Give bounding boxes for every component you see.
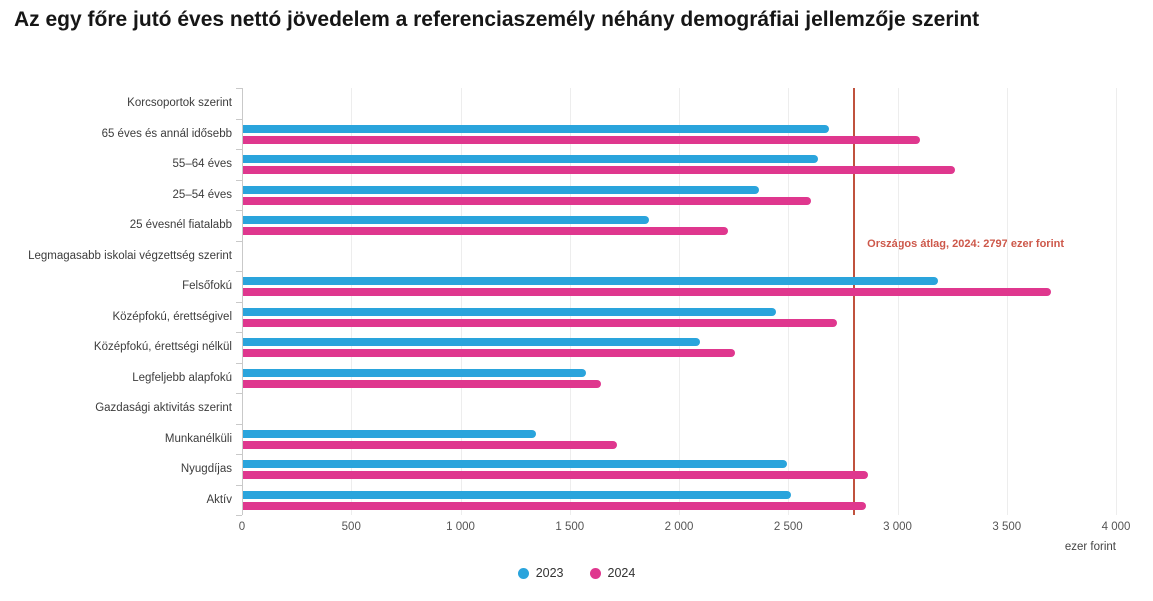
y-axis-tick: [236, 485, 242, 486]
x-tick-label-2500: 2 500: [773, 521, 803, 533]
gridline-1500: [569, 88, 571, 515]
bar-2024: [243, 471, 868, 479]
y-axis-tick: [236, 88, 242, 89]
category-label: Aktív: [206, 493, 232, 506]
x-tick-label-0: 0: [238, 521, 246, 533]
bar-2024: [243, 135, 921, 144]
chart-title: Az egy főre jutó éves nettó jövedelem a …: [14, 8, 980, 31]
x-tick-label-1000: 1 000: [446, 521, 475, 533]
category-label: Felsőfokú: [182, 280, 232, 292]
gridline-3500: [1006, 88, 1008, 515]
category-label: Középfokú, érettségi nélkül: [93, 341, 232, 353]
y-axis-tick: [236, 119, 242, 120]
x-tick-label-500: 500: [341, 521, 361, 533]
group-header-label: Korcsoportok szerint: [127, 97, 232, 109]
legend-label-2023: 2023: [535, 566, 564, 580]
category-label: 65 éves és annál idősebb: [101, 127, 232, 140]
bar-2024: [243, 166, 956, 174]
gridline-3000: [897, 88, 899, 515]
y-axis-tick: [236, 454, 242, 455]
bar-2023: [243, 429, 536, 438]
bar-2023: [243, 155, 818, 163]
bar-2024: [243, 501, 866, 510]
legend-item-2024[interactable]: 2024: [589, 566, 636, 580]
bar-2024: [243, 196, 812, 205]
plot-area: Országos átlag, 2024: 2797 ezer forint: [236, 88, 1117, 516]
legend-dot-2023: [517, 567, 529, 579]
gridline-1000: [460, 88, 462, 515]
category-label: 25 évesnél fiatalabb: [129, 219, 232, 231]
bar-2023: [243, 124, 829, 133]
bar-2023: [243, 368, 587, 377]
y-axis-tick: [236, 363, 242, 364]
x-axis-unit-label: ezer forint: [1064, 541, 1116, 553]
bar-2024: [243, 227, 729, 235]
reference-line: [853, 88, 856, 515]
x-tick-label-2000: 2 000: [664, 521, 694, 533]
bar-2024: [243, 440, 617, 449]
gridline-500: [351, 88, 353, 515]
category-label: Legfeljebb alapfokú: [132, 371, 232, 384]
bar-2023: [243, 460, 788, 468]
legend-dot-2024: [589, 567, 601, 579]
y-axis-tick: [236, 424, 242, 425]
y-axis-tick: [236, 210, 242, 211]
reference-line-label: Országos átlag, 2024: 2797 ezer forint: [867, 238, 1065, 250]
gridline-2500: [788, 88, 790, 515]
legend: 2023 2024: [0, 566, 1153, 580]
bar-2023: [243, 307, 777, 316]
y-axis-line: [242, 88, 243, 515]
bar-2023: [243, 338, 700, 346]
category-label: 25–54 éves: [172, 188, 232, 201]
x-tick-label-3500: 3 500: [992, 521, 1022, 533]
bar-2023: [243, 277, 938, 285]
x-tick-label-4000: 4 000: [1101, 521, 1131, 533]
category-label: Nyugdíjas: [180, 463, 232, 475]
y-axis-tick: [236, 332, 242, 333]
y-axis-tick: [236, 271, 242, 272]
bar-2023: [243, 216, 650, 224]
category-label: Munkanélküli: [164, 432, 232, 445]
bar-2023: [243, 185, 759, 194]
y-axis-tick: [236, 393, 242, 394]
y-axis-tick: [236, 241, 242, 242]
bar-2024: [243, 349, 735, 357]
y-axis-tick: [236, 180, 242, 181]
x-tick-label-3000: 3 000: [883, 521, 912, 533]
category-label: 55–64 éves: [172, 158, 232, 170]
x-tick-label-1500: 1 500: [555, 521, 585, 533]
group-header-label: Gazdasági aktivitás szerint: [95, 402, 232, 414]
gridline-4000: [1116, 88, 1117, 515]
y-axis-tick: [236, 302, 242, 303]
legend-label-2024: 2024: [607, 566, 636, 580]
bar-2024: [243, 288, 1052, 296]
gridline-2000: [679, 88, 680, 515]
bar-2023: [243, 490, 792, 499]
bar-2024: [243, 318, 838, 327]
y-axis-tick: [236, 515, 242, 516]
category-label: Középfokú, érettségivel: [112, 310, 232, 323]
y-axis-tick: [236, 149, 242, 150]
legend-item-2023[interactable]: 2023: [517, 566, 564, 580]
group-header-label: Legmagasabb iskolai végzettség szerint: [28, 249, 232, 262]
bar-2024: [243, 379, 602, 388]
